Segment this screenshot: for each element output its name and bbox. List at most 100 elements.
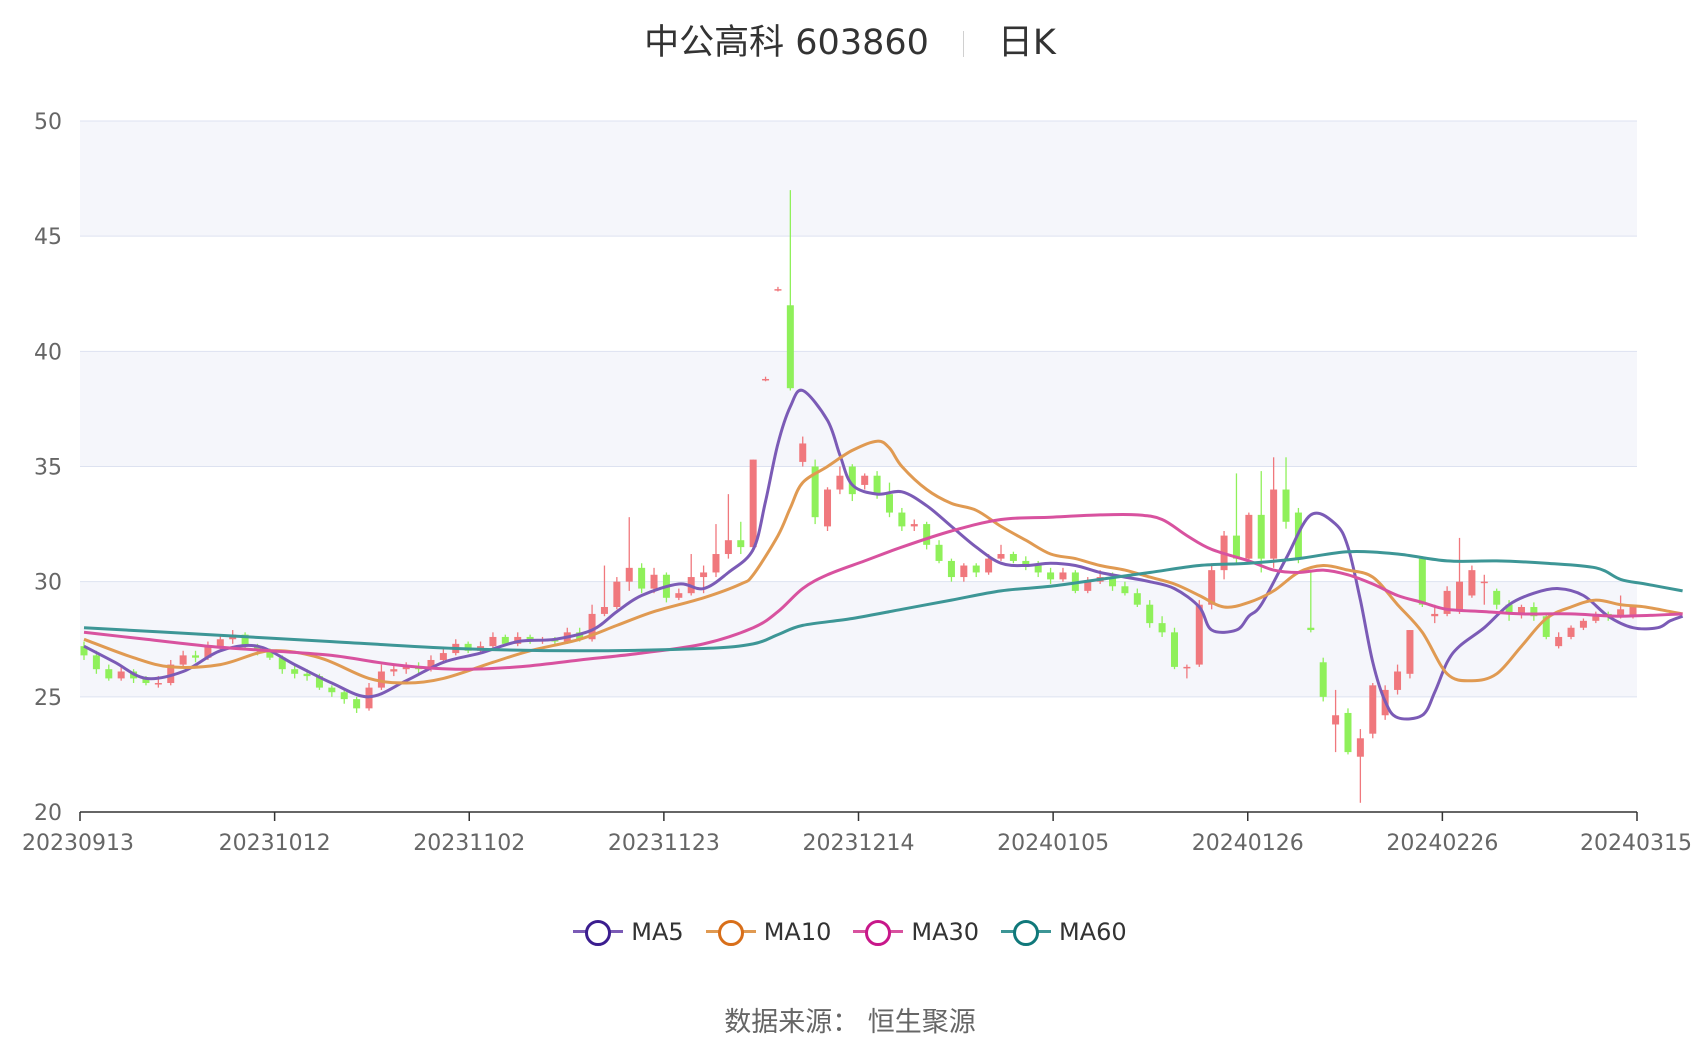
candle-body — [1170, 632, 1178, 667]
gridlines — [80, 120, 1637, 698]
candle — [1121, 581, 1129, 596]
candle-body — [712, 554, 720, 573]
legend-item-ma60[interactable]: MA60 — [1001, 918, 1127, 946]
candle-body — [1332, 715, 1340, 725]
candle-body — [377, 671, 385, 688]
period-label: 日K — [997, 23, 1056, 63]
candle-body — [947, 560, 955, 578]
candle — [960, 563, 968, 582]
y-tick-label: 50 — [34, 110, 62, 135]
x-tick-label: 20240105 — [997, 831, 1109, 856]
x-tick-label: 20231123 — [608, 831, 720, 856]
ma30-line — [83, 512, 1683, 671]
stock-name-code: 中公高科 603860 — [644, 23, 929, 63]
candle-body — [1121, 586, 1129, 594]
candle — [638, 563, 646, 594]
candle — [737, 521, 745, 555]
candle-body — [997, 554, 1005, 559]
candle-body — [1517, 607, 1525, 614]
candle-body — [700, 572, 708, 578]
candle — [1443, 586, 1451, 617]
candle — [1555, 632, 1563, 649]
candle — [291, 664, 299, 679]
candle — [464, 641, 472, 654]
candle-body — [786, 305, 794, 389]
candle — [1270, 457, 1278, 568]
plot-band — [80, 121, 1637, 237]
candle-body — [105, 669, 113, 679]
candle-body — [985, 558, 993, 573]
candle-body — [1480, 581, 1488, 584]
legend-marker — [573, 919, 624, 946]
candle-body — [1183, 666, 1191, 669]
legend-item-ma5[interactable]: MA5 — [573, 918, 684, 946]
candle-body — [1555, 636, 1563, 647]
candle-body — [836, 475, 844, 490]
candle — [762, 376, 770, 382]
candle — [80, 641, 88, 660]
candle-body — [1195, 604, 1203, 665]
x-tick-label: 20231012 — [219, 831, 331, 856]
candle — [625, 517, 633, 591]
candle-body — [1356, 738, 1364, 757]
legend-label: MA60 — [1059, 918, 1127, 946]
candle-body — [1270, 489, 1278, 559]
candle-body — [1282, 489, 1290, 522]
candle — [1232, 473, 1240, 564]
candle — [1344, 708, 1352, 755]
legend-item-ma10[interactable]: MA10 — [705, 918, 831, 946]
candle — [179, 650, 187, 667]
candle — [1480, 574, 1488, 605]
candle-body — [402, 666, 410, 670]
candle — [1369, 683, 1377, 739]
candle-body — [861, 475, 869, 485]
candle-body — [1629, 607, 1637, 617]
candle-body — [576, 632, 584, 640]
candle-body — [898, 512, 906, 527]
candle-body — [811, 466, 819, 518]
candle-body — [873, 475, 881, 495]
candle-body — [489, 636, 497, 647]
candle-body — [1158, 623, 1166, 633]
candle — [353, 696, 361, 713]
candle-body — [1022, 560, 1030, 566]
candle-body — [464, 643, 472, 651]
legend-item-ma30[interactable]: MA30 — [853, 918, 979, 946]
candle — [1332, 689, 1340, 753]
candle-body — [1418, 558, 1426, 605]
candle-body — [1505, 604, 1513, 614]
y-tick-label: 30 — [34, 571, 62, 596]
legend-marker — [1001, 919, 1052, 946]
candle-body — [303, 673, 311, 677]
candle-body — [1592, 613, 1600, 621]
candle-body — [1245, 514, 1253, 559]
candle — [1418, 556, 1426, 608]
candle — [972, 563, 980, 578]
y-tick-label: 35 — [34, 456, 62, 481]
candle-body — [315, 676, 323, 688]
candle — [1356, 729, 1364, 803]
candle-body — [340, 692, 348, 700]
candle-body — [923, 524, 931, 545]
y-tick-label: 40 — [34, 340, 62, 365]
candle-body — [762, 378, 770, 381]
candle — [105, 664, 113, 681]
candle — [340, 689, 348, 704]
candle-body — [824, 489, 832, 527]
legend-circle-icon — [585, 920, 612, 946]
candle — [1022, 556, 1030, 571]
y-tick-label: 45 — [34, 225, 62, 250]
candle — [1493, 588, 1501, 610]
candle-body — [588, 613, 596, 640]
legend-label: MA5 — [631, 918, 684, 946]
candle — [1319, 657, 1327, 702]
candle — [1245, 512, 1253, 564]
candle-body — [1307, 627, 1315, 631]
candle-body — [241, 634, 249, 647]
candle — [1195, 600, 1203, 667]
candle-body — [216, 639, 224, 647]
candle-body — [167, 664, 175, 684]
candle-body — [192, 655, 200, 658]
candle — [390, 664, 398, 677]
